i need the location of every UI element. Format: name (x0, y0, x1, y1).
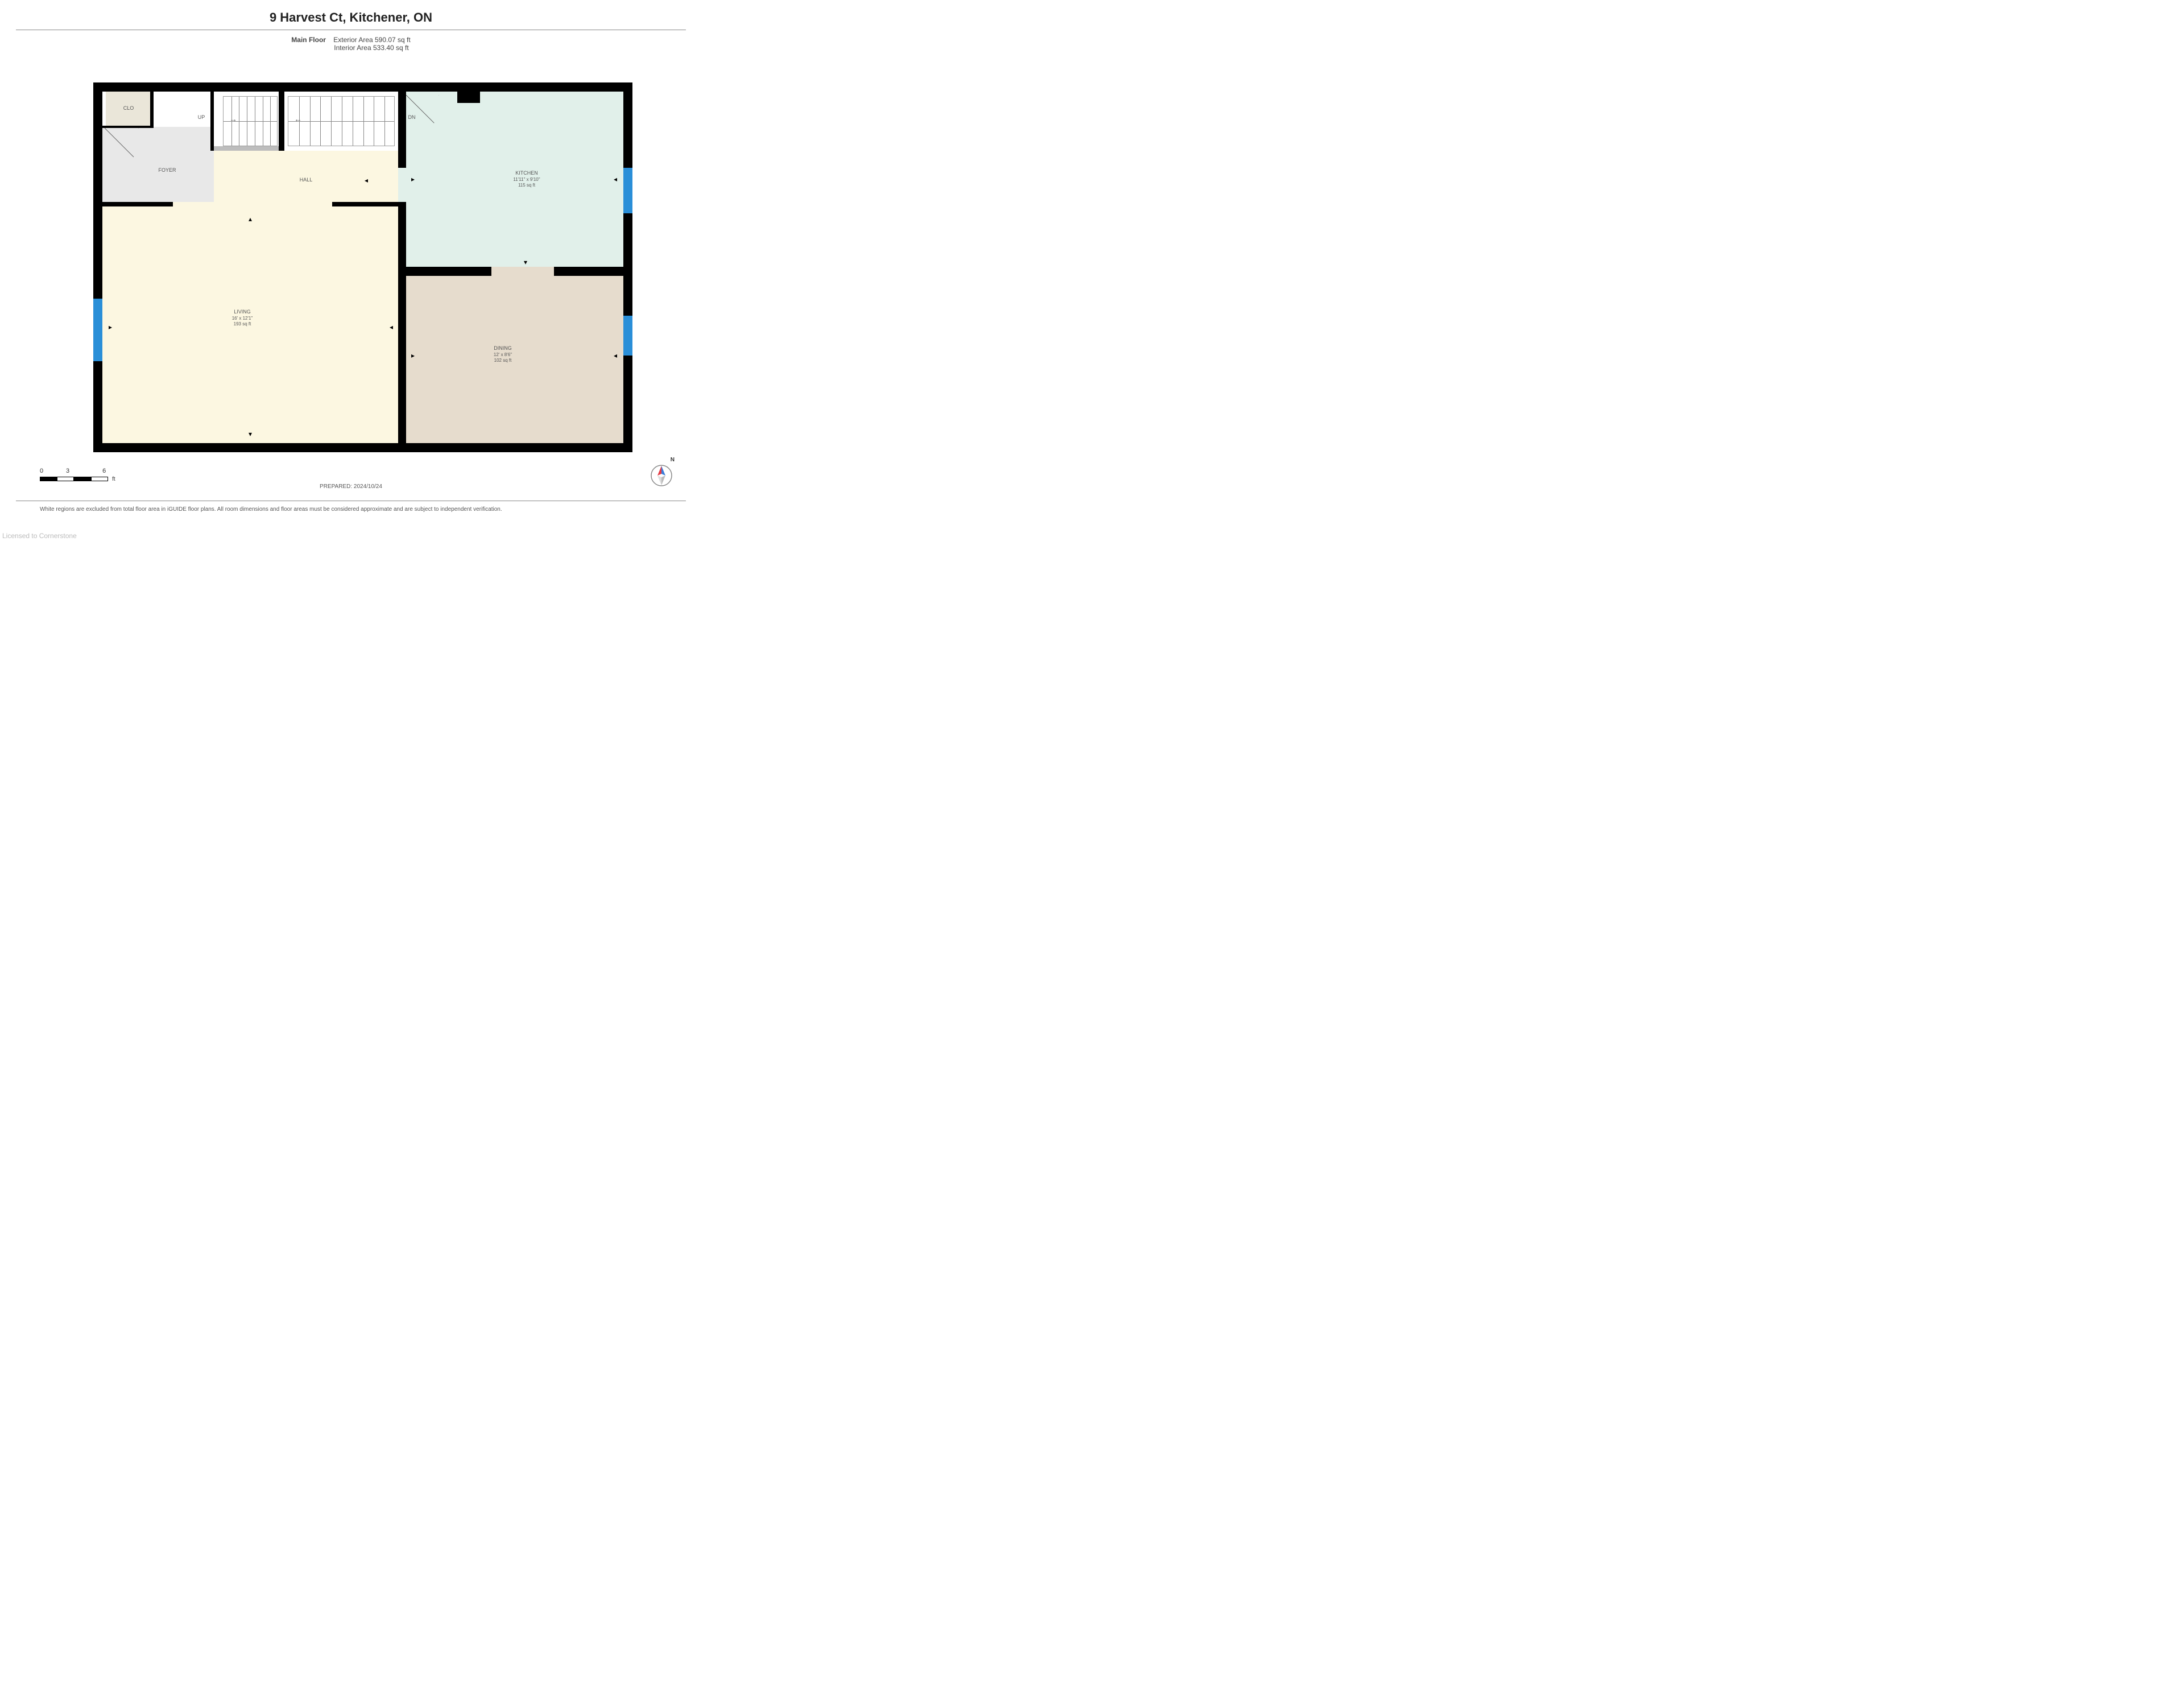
compass-icon: N (650, 464, 673, 487)
opening (173, 202, 332, 206)
room-label-stairs-dn: DN (408, 114, 416, 121)
dim-arrow: ▴ (249, 215, 252, 223)
wall (279, 92, 284, 151)
exterior-area: Exterior Area 590.07 sq ft (333, 36, 410, 44)
interior-area: Interior Area 533.40 sq ft (334, 44, 408, 52)
prepared-date: PREPARED: 2024/10/24 (320, 484, 382, 490)
scale-tick-1: 3 (42, 468, 94, 474)
dim-arrow: ▸ (109, 323, 112, 331)
opening (398, 168, 406, 202)
wall (93, 82, 632, 92)
dim-arrow: ▾ (524, 258, 527, 266)
dim-arrow: ◂ (365, 176, 368, 184)
stair-arrow: → (229, 114, 237, 123)
scale-bar: 0 3 6 ft (40, 468, 115, 482)
wall (93, 82, 102, 452)
dim-arrow: ▾ (249, 430, 252, 438)
dim-arrow: ▸ (411, 352, 415, 359)
stairs (288, 96, 395, 146)
compass-n: N (671, 457, 675, 463)
dim-arrow: ◂ (614, 175, 617, 183)
license-text: Licensed to Cornerstone (2, 532, 77, 540)
scale-unit: ft (112, 476, 115, 482)
disclaimer-text: White regions are excluded from total fl… (40, 506, 502, 513)
area-info: Main Floor Exterior Area 590.07 sq ft In… (0, 36, 702, 52)
stair-arrow: ← (294, 114, 302, 123)
window (623, 168, 632, 213)
wall (150, 92, 154, 127)
dim-arrow: ◂ (614, 352, 617, 359)
door-swing (105, 128, 139, 162)
wall (210, 92, 214, 151)
door-swing (406, 95, 439, 128)
room-label-stairs-up: UP (198, 114, 205, 121)
window (93, 299, 102, 361)
dim-arrow: ▸ (411, 175, 415, 183)
opening (491, 267, 554, 276)
room-dining (405, 276, 623, 443)
dim-arrow: ◂ (390, 323, 393, 331)
floor-plan: → ← CLO FOYER UP DN HALL KITCHEN11'11" x 9'10"1… (93, 82, 632, 452)
scale-tick-2: 6 (96, 468, 113, 474)
room-label-closet: CLO (123, 105, 134, 112)
window (623, 316, 632, 356)
stair-landing (214, 146, 279, 151)
wall (457, 92, 480, 103)
page-title: 9 Harvest Ct, Kitchener, ON (0, 0, 702, 25)
room-label-hall: HALL (300, 177, 313, 184)
room-label-kitchen: KITCHEN11'11" x 9'10"115 sq ft (513, 170, 540, 188)
wall (93, 443, 632, 452)
room-label-foyer: FOYER (158, 167, 176, 174)
floor-label: Main Floor (291, 36, 326, 44)
room-label-living: LIVING16' x 12'1"193 sq ft (232, 309, 253, 327)
room-label-dining: DINING12' x 8'6"102 sq ft (494, 345, 512, 363)
